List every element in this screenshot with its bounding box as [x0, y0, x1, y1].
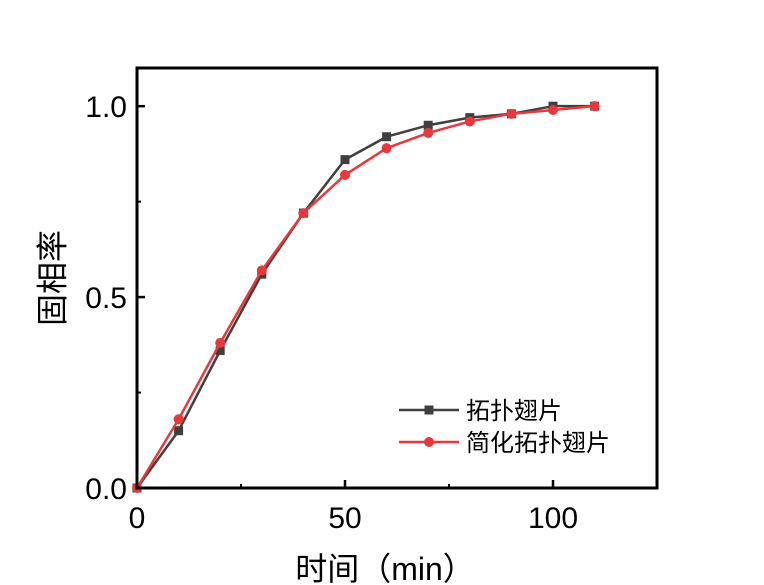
ticks-layer: 0 50 100 0.0 0.5 1.0 — [85, 91, 578, 535]
data-point — [215, 346, 225, 356]
y-tick-label: 0.5 — [85, 282, 127, 315]
data-point — [423, 120, 433, 130]
x-axis-label: 时间（min） — [295, 551, 475, 585]
legend-label: 拓扑翅片 — [466, 398, 562, 425]
series-layer — [132, 101, 600, 493]
legend-label: 简化拓扑翅片 — [466, 430, 610, 457]
data-point — [173, 414, 184, 425]
x-tick-label: 100 — [528, 502, 578, 535]
x-tick-label: 50 — [328, 502, 361, 535]
data-point — [298, 208, 309, 219]
legend-marker — [424, 437, 434, 447]
series-2 — [132, 101, 600, 493]
data-point — [381, 143, 392, 154]
series-line — [135, 104, 595, 489]
y-tick-label: 0.0 — [85, 473, 127, 506]
data-point — [340, 169, 350, 180]
data-point — [589, 101, 600, 112]
x-tick-label: 0 — [129, 502, 146, 535]
data-point — [548, 105, 558, 115]
y-axis-label: 固相率 — [34, 230, 70, 326]
data-point — [382, 132, 392, 142]
data-point — [215, 337, 226, 348]
data-point — [340, 155, 350, 165]
data-point — [423, 127, 434, 138]
legend-marker — [424, 405, 434, 415]
data-point — [256, 265, 267, 276]
data-point — [506, 108, 517, 119]
y-tick-label: 1.0 — [85, 91, 127, 124]
data-point — [464, 116, 475, 127]
plot-frame — [135, 66, 659, 490]
data-point — [174, 426, 184, 436]
